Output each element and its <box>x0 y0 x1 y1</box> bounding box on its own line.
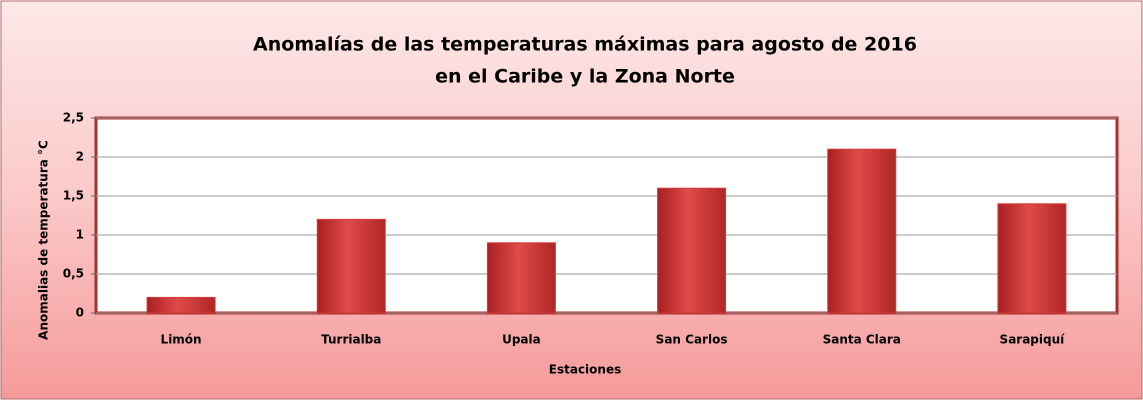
x-tick-label: Santa Clara <box>823 333 901 347</box>
x-tick-label: Sarapiquí <box>1000 333 1066 347</box>
bar <box>827 148 897 314</box>
bar <box>486 242 556 314</box>
y-tick-label: 2,5 <box>63 111 84 125</box>
x-tick-label: Limón <box>161 333 202 347</box>
chart-title: Anomalías de las temperaturas máximas pa… <box>253 34 917 56</box>
bar <box>657 187 727 314</box>
x-axis-label: Estaciones <box>549 363 621 377</box>
y-tick-label: 1 <box>76 228 84 242</box>
x-tick-label: Turrialba <box>321 333 381 347</box>
y-axis-label: Anomalias de temperatura °C <box>37 140 51 340</box>
y-tick-label: 1,5 <box>63 189 84 203</box>
y-tick-label: 0 <box>76 306 84 320</box>
bar <box>316 218 386 314</box>
bar <box>146 296 216 314</box>
chart-title: en el Caribe y la Zona Norte <box>435 66 735 88</box>
plot-area <box>94 116 1119 315</box>
y-tick-label: 2 <box>76 150 84 164</box>
y-tick-label: 0,5 <box>63 267 84 281</box>
x-tick-label: San Carlos <box>656 333 728 347</box>
x-tick-label: Upala <box>502 333 541 347</box>
bar <box>997 203 1067 314</box>
